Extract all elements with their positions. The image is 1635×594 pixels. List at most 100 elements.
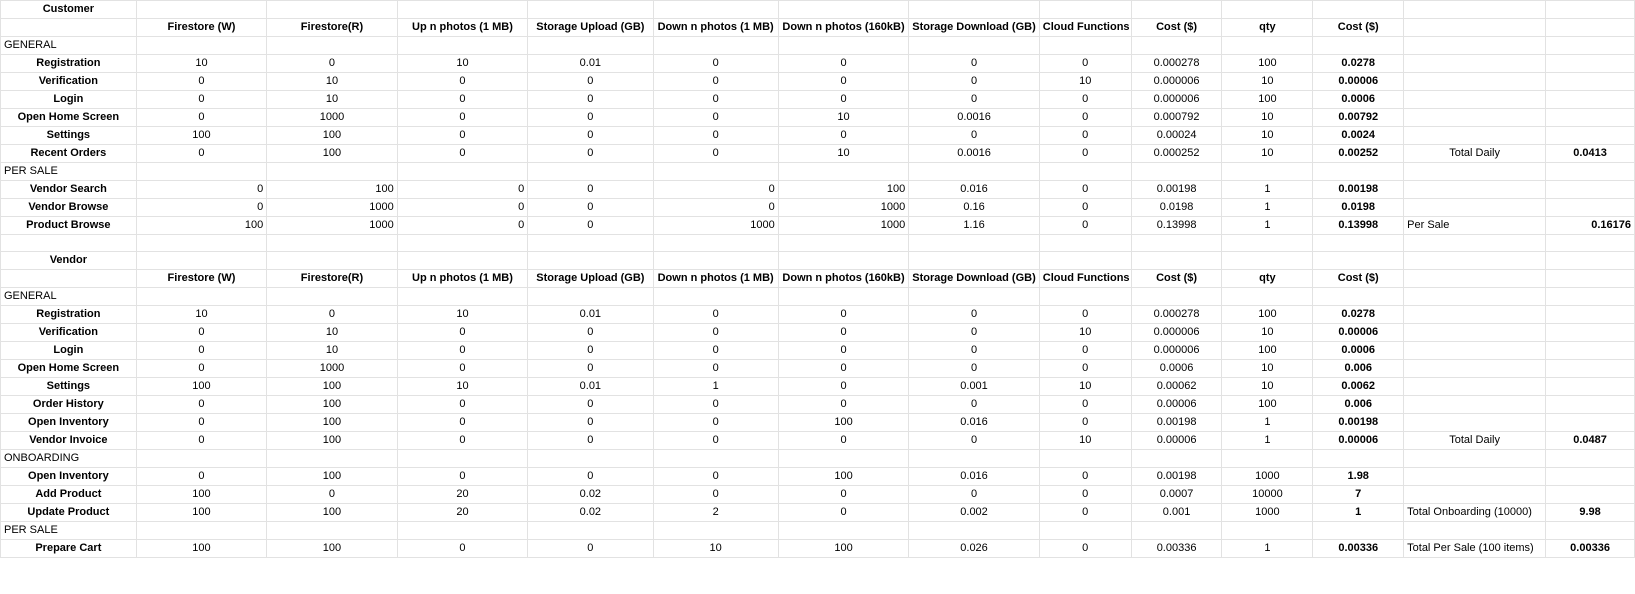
summary-value[interactable]: 0.0487 bbox=[1545, 431, 1635, 451]
summary-label[interactable]: Total Daily bbox=[1403, 144, 1547, 163]
data-cell[interactable]: 100 bbox=[266, 395, 398, 415]
data-cell[interactable]: 0 bbox=[908, 431, 1040, 451]
row-label[interactable]: Registration bbox=[0, 54, 137, 73]
empty-cell[interactable] bbox=[1545, 521, 1635, 541]
data-cell[interactable]: 0.01 bbox=[527, 377, 654, 397]
row-cost-total[interactable]: 1.98 bbox=[1312, 467, 1405, 487]
empty-cell[interactable] bbox=[266, 521, 398, 541]
data-cell[interactable]: 0 bbox=[396, 126, 529, 145]
data-cell[interactable]: 0.00024 bbox=[1130, 126, 1223, 145]
data-cell[interactable]: 0 bbox=[135, 144, 268, 163]
summary-label[interactable] bbox=[1403, 108, 1547, 127]
empty-cell[interactable] bbox=[1403, 36, 1547, 55]
data-cell[interactable]: 0 bbox=[527, 90, 654, 109]
data-cell[interactable]: 0.0006 bbox=[1130, 359, 1223, 379]
data-cell[interactable]: 0 bbox=[777, 341, 910, 361]
empty-cell[interactable] bbox=[908, 521, 1040, 541]
empty-cell[interactable] bbox=[1403, 0, 1547, 19]
row-label[interactable]: Open Home Screen bbox=[0, 359, 137, 379]
empty-cell[interactable] bbox=[908, 0, 1040, 19]
empty-cell[interactable] bbox=[908, 287, 1040, 307]
data-cell[interactable]: 0 bbox=[527, 108, 654, 127]
empty-cell[interactable] bbox=[1403, 233, 1547, 253]
column-header[interactable]: Down n photos (160kB) bbox=[777, 18, 910, 37]
data-cell[interactable]: 0 bbox=[396, 359, 529, 379]
row-cost-total[interactable]: 0.006 bbox=[1312, 395, 1405, 415]
data-cell[interactable]: 0 bbox=[527, 539, 654, 559]
data-cell[interactable]: 0.00006 bbox=[1130, 431, 1223, 451]
empty-cell[interactable] bbox=[396, 36, 529, 55]
column-header[interactable]: qty bbox=[1221, 269, 1314, 289]
data-cell[interactable]: 0 bbox=[527, 198, 654, 217]
summary-value[interactable]: 9.98 bbox=[1545, 503, 1635, 523]
data-cell[interactable]: 0 bbox=[652, 341, 779, 361]
data-cell[interactable]: 1000 bbox=[266, 216, 398, 235]
data-cell[interactable]: 0 bbox=[527, 341, 654, 361]
row-label[interactable]: Open Inventory bbox=[0, 467, 137, 487]
summary-label[interactable] bbox=[1403, 54, 1547, 73]
data-cell[interactable]: 0 bbox=[135, 395, 268, 415]
data-cell[interactable]: 0 bbox=[396, 323, 529, 343]
empty-cell[interactable] bbox=[1130, 521, 1223, 541]
empty-cell[interactable] bbox=[1130, 162, 1223, 181]
row-cost-total[interactable]: 0.0278 bbox=[1312, 54, 1405, 73]
data-cell[interactable]: 0 bbox=[652, 467, 779, 487]
row-cost-total[interactable]: 0.0278 bbox=[1312, 305, 1405, 325]
row-label[interactable]: Open Home Screen bbox=[0, 108, 137, 127]
empty-cell[interactable] bbox=[1312, 162, 1405, 181]
data-cell[interactable]: 0 bbox=[1038, 467, 1132, 487]
summary-label[interactable] bbox=[1403, 467, 1547, 487]
empty-cell[interactable] bbox=[908, 251, 1040, 271]
empty-cell[interactable] bbox=[1038, 521, 1132, 541]
data-cell[interactable]: 1.16 bbox=[908, 216, 1040, 235]
data-cell[interactable]: 0.002 bbox=[908, 503, 1040, 523]
row-label[interactable]: Product Browse bbox=[0, 216, 137, 235]
summary-label[interactable] bbox=[1403, 485, 1547, 505]
empty-cell[interactable] bbox=[1545, 449, 1635, 469]
data-cell[interactable]: 0 bbox=[135, 108, 268, 127]
row-label[interactable]: Settings bbox=[0, 377, 137, 397]
summary-value[interactable] bbox=[1545, 108, 1635, 127]
empty-cell[interactable] bbox=[1545, 0, 1635, 19]
empty-cell[interactable] bbox=[266, 36, 398, 55]
row-cost-total[interactable]: 0.00006 bbox=[1312, 72, 1405, 91]
data-cell[interactable]: 10 bbox=[135, 54, 268, 73]
empty-cell[interactable] bbox=[527, 287, 654, 307]
data-cell[interactable]: 1 bbox=[1221, 216, 1314, 235]
empty-cell[interactable] bbox=[1221, 449, 1314, 469]
data-cell[interactable]: 0 bbox=[908, 54, 1040, 73]
data-cell[interactable]: 0 bbox=[1038, 144, 1132, 163]
column-header[interactable]: Cloud Functions bbox=[1038, 18, 1132, 37]
empty-cell[interactable] bbox=[266, 162, 398, 181]
column-header[interactable]: Firestore(R) bbox=[266, 18, 398, 37]
empty-cell[interactable] bbox=[777, 36, 910, 55]
summary-label[interactable] bbox=[1403, 305, 1547, 325]
data-cell[interactable]: 0 bbox=[1038, 503, 1132, 523]
column-header[interactable]: Down n photos (160kB) bbox=[777, 269, 910, 289]
summary-value[interactable] bbox=[1545, 341, 1635, 361]
empty-cell[interactable] bbox=[1038, 287, 1132, 307]
empty-cell[interactable] bbox=[1403, 287, 1547, 307]
empty-cell[interactable] bbox=[1312, 521, 1405, 541]
data-cell[interactable]: 10 bbox=[1221, 323, 1314, 343]
row-label[interactable]: Open Inventory bbox=[0, 413, 137, 433]
row-cost-total[interactable]: 0.00336 bbox=[1312, 539, 1405, 559]
data-cell[interactable]: 100 bbox=[777, 413, 910, 433]
data-cell[interactable]: 100 bbox=[1221, 395, 1314, 415]
data-cell[interactable]: 0 bbox=[777, 126, 910, 145]
summary-value[interactable] bbox=[1545, 467, 1635, 487]
data-cell[interactable]: 0 bbox=[527, 72, 654, 91]
data-cell[interactable]: 0 bbox=[396, 72, 529, 91]
data-cell[interactable]: 10 bbox=[396, 54, 529, 73]
data-cell[interactable]: 0 bbox=[777, 359, 910, 379]
empty-cell[interactable] bbox=[1221, 233, 1314, 253]
data-cell[interactable]: 0 bbox=[266, 305, 398, 325]
data-cell[interactable]: 0 bbox=[777, 395, 910, 415]
data-cell[interactable]: 0 bbox=[527, 467, 654, 487]
summary-value[interactable] bbox=[1545, 90, 1635, 109]
data-cell[interactable]: 100 bbox=[1221, 341, 1314, 361]
data-cell[interactable]: 10 bbox=[1038, 72, 1132, 91]
data-cell[interactable]: 0 bbox=[396, 431, 529, 451]
row-label[interactable]: Prepare Cart bbox=[0, 539, 137, 559]
section-label[interactable]: PER SALE bbox=[0, 521, 137, 541]
